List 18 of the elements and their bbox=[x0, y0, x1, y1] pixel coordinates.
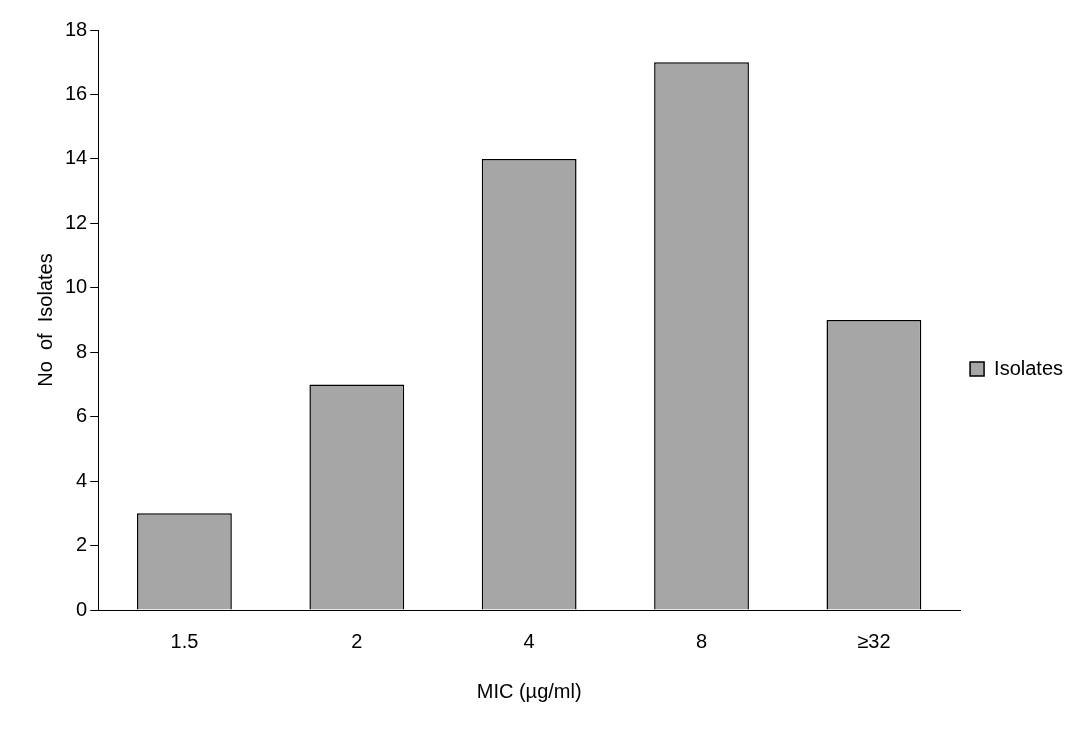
x-tick-label: 8 bbox=[695, 629, 708, 652]
y-tick-label: 14 bbox=[65, 146, 88, 169]
legend-label: Isolates bbox=[994, 356, 1064, 379]
x-tick-label: 1.5 bbox=[170, 629, 199, 652]
x-tick-label: 4 bbox=[523, 629, 535, 652]
y-tick-label: 16 bbox=[65, 81, 88, 104]
y-tick-label: 0 bbox=[76, 597, 88, 620]
x-axis-title: MIC (µg/ml) bbox=[476, 679, 582, 702]
y-tick-label: 2 bbox=[76, 533, 88, 556]
x-tick-label: ≥32 bbox=[857, 629, 891, 652]
y-tick-label: 8 bbox=[76, 339, 88, 362]
y-tick-label: 12 bbox=[65, 210, 88, 233]
x-tick-label: 2 bbox=[351, 629, 363, 652]
y-tick-label: 6 bbox=[76, 404, 88, 427]
y-tick-label: 18 bbox=[65, 17, 88, 40]
y-tick-label: 10 bbox=[65, 275, 88, 298]
y-axis-title: No of Isolates bbox=[33, 253, 56, 387]
y-tick-label: 4 bbox=[76, 468, 88, 491]
